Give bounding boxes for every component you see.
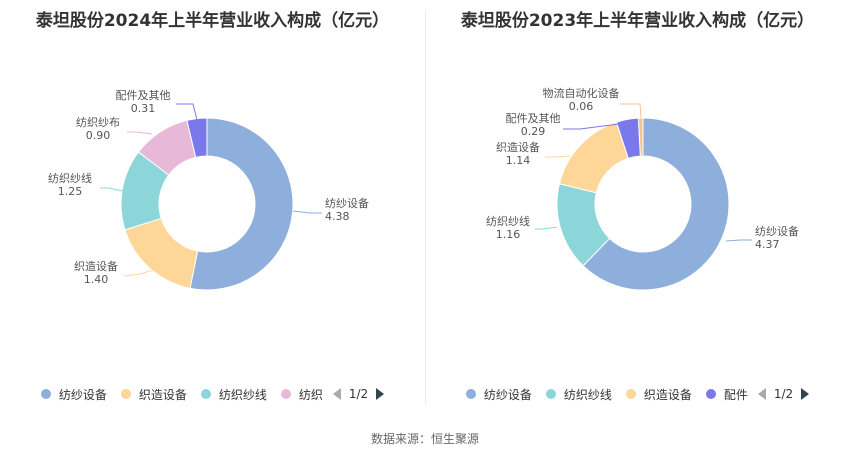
slice-category-label: 纺织纱布 (76, 115, 120, 129)
legend-item[interactable]: 纺织纱线 (545, 386, 612, 403)
legend-marker-icon (465, 389, 476, 399)
leader-line-0 (725, 239, 752, 242)
slice-category-label: 纺纱设备 (325, 196, 369, 210)
leader-line-3 (127, 131, 153, 135)
legend-item[interactable]: 织造设备 (625, 386, 692, 403)
chart-title: 泰坦股份2024年上半年营业收入构成（亿元） (35, 11, 390, 31)
slice-category-label: 纺织纱线 (486, 214, 530, 228)
chart-panel-2024: 泰坦股份2024年上半年营业收入构成（亿元） 纺纱设备 4.38 织造设备 1.40 纺… (0, 0, 425, 415)
chart-title: 泰坦股份2023年上半年营业收入构成（亿元） (460, 11, 815, 31)
slice-1[interactable] (124, 217, 199, 289)
legend: 纺纱设备 纺织纱线 织造设备 配件 1/2 (425, 383, 850, 405)
legend-marker-icon (705, 389, 716, 399)
leader-line-2 (545, 155, 571, 158)
slice-value-label: 1.40 (84, 273, 109, 286)
legend-label: 纺纱设备 (483, 387, 532, 402)
legend-item[interactable]: 纺织纱线 (200, 386, 267, 403)
legend-next-icon[interactable] (376, 388, 385, 400)
panel-divider (425, 10, 426, 405)
chart-panel-2023: 泰坦股份2023年上半年营业收入构成（亿元） 纺纱设备 4.37 纺织纱线 1.16 织… (425, 0, 850, 415)
slice-category-label: 织造设备 (496, 140, 540, 154)
slice-value-label: 1.14 (506, 154, 531, 167)
slice-0[interactable] (582, 117, 730, 291)
slice-category-label: 织造设备 (74, 259, 118, 273)
legend-item[interactable]: 纺纱设备 (465, 386, 532, 403)
legend-label: 配件 (723, 387, 748, 402)
slice-category-label: 配件及其他 (116, 89, 171, 102)
slice-value-label: 0.31 (131, 102, 156, 115)
leader-line-2 (100, 187, 124, 192)
legend-label: 纺织纱线 (218, 387, 267, 402)
legend-items: 纺纱设备 纺织纱线 织造设备 配件 (465, 386, 754, 403)
slice-value-label: 1.25 (58, 185, 83, 198)
legend-item[interactable]: 配件 (705, 386, 748, 403)
slice-4[interactable] (637, 117, 644, 157)
leader-line-4 (176, 103, 198, 121)
slice-value-label: 0.29 (521, 125, 546, 138)
legend-label: 织造设备 (643, 387, 692, 402)
slice-value-label: 0.06 (569, 100, 594, 113)
slice-value-label: 0.90 (86, 129, 111, 142)
slice-2[interactable] (558, 121, 629, 194)
slice-category-label: 纺织纱线 (48, 171, 92, 185)
legend-pager: 1/2 (332, 387, 385, 401)
slice-category-label: 物流自动化设备 (543, 86, 620, 100)
legend-item[interactable]: 纺纱设备 (40, 386, 107, 403)
leader-line-3 (563, 122, 628, 130)
data-source: 数据来源：恒生聚源 (370, 432, 479, 446)
legend-label: 纺织 (298, 387, 323, 402)
slice-0[interactable] (189, 117, 294, 291)
legend-marker-icon (200, 389, 211, 399)
legend-label: 织造设备 (138, 387, 187, 402)
slice-value-label: 4.38 (325, 210, 350, 223)
legend-marker-icon (280, 389, 291, 399)
legend-prev-icon[interactable] (332, 388, 341, 400)
legend-marker-icon (545, 389, 556, 399)
slice-category-label: 纺纱设备 (755, 224, 799, 238)
legend-marker-icon (120, 389, 131, 399)
legend-page-text: 1/2 (348, 387, 369, 401)
legend-marker-icon (40, 389, 51, 399)
leader-line-4 (620, 103, 642, 119)
leader-line-1 (123, 267, 161, 277)
leader-line-1 (535, 226, 558, 230)
slice-value-label: 4.37 (755, 238, 780, 251)
slice-category-label: 配件及其他 (506, 112, 561, 125)
slice-value-label: 1.16 (496, 228, 521, 241)
slice-4[interactable] (186, 117, 208, 158)
legend-prev-icon[interactable] (757, 388, 766, 400)
legend-label: 纺织纱线 (563, 387, 612, 402)
legend-item[interactable]: 纺织 (280, 386, 323, 403)
legend-pager: 1/2 (757, 387, 810, 401)
legend: 纺纱设备 织造设备 纺织纱线 纺织 1/2 (0, 383, 425, 405)
leader-line-0 (292, 210, 322, 214)
legend-next-icon[interactable] (801, 388, 810, 400)
legend-item[interactable]: 织造设备 (120, 386, 187, 403)
legend-label: 纺纱设备 (58, 387, 107, 402)
legend-marker-icon (625, 389, 636, 399)
legend-page-text: 1/2 (773, 387, 794, 401)
legend-items: 纺纱设备 织造设备 纺织纱线 纺织 (40, 386, 329, 403)
